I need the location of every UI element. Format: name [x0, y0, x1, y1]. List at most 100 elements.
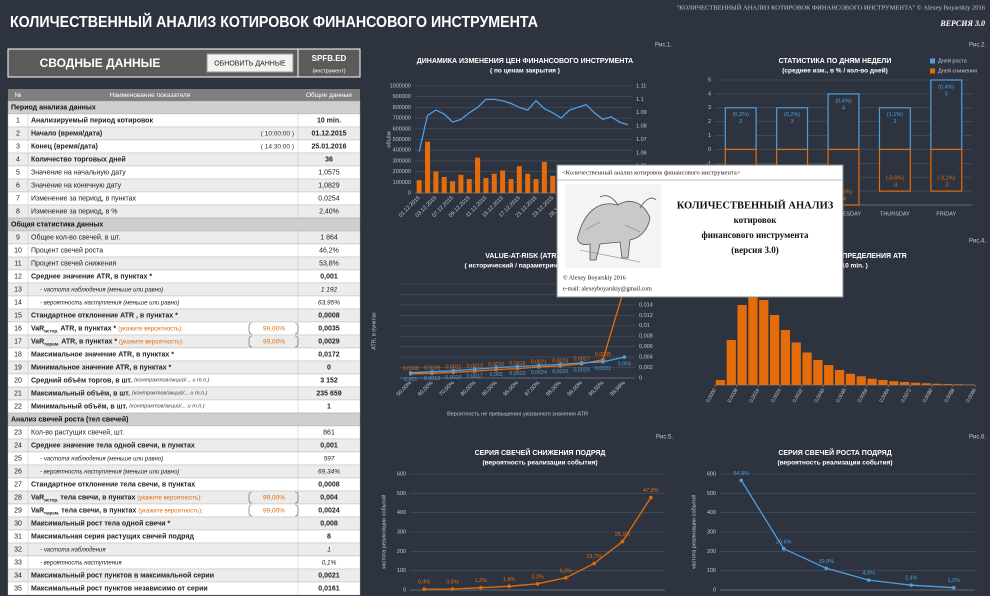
histogram-bar: [834, 370, 845, 385]
bar-value-label: 3: [791, 119, 794, 125]
column-header: Общие данные: [306, 91, 352, 99]
histogram-bar: [759, 300, 769, 385]
bracket: [248, 491, 299, 504]
bar: [930, 148, 963, 192]
row-number: 19: [14, 365, 22, 372]
histogram-bar: [899, 382, 910, 385]
y-tick-label: 400000: [393, 148, 411, 154]
bar: [930, 79, 963, 151]
row-label: - вероятность наступления (меньше или ра…: [40, 300, 179, 306]
histogram-bar: [921, 383, 931, 385]
row-value: 63,95%: [318, 299, 340, 306]
histogram-bar: [943, 384, 953, 385]
row-number: 26: [14, 469, 22, 476]
point: [592, 561, 596, 566]
y-tick-label: 200000: [393, 169, 411, 175]
histogram-bar: [889, 381, 899, 385]
row-value: 2,40%: [319, 209, 339, 216]
data-label: 0,002: [490, 372, 503, 378]
label-text: Средний объём торгов, в шт.: [31, 377, 132, 385]
volume-bar: [508, 179, 514, 193]
y-tick-label: 0: [713, 587, 716, 593]
row-value: 69,34%: [318, 468, 340, 475]
row-label: Начало (время/дата): [31, 131, 102, 138]
y-tick-label: 400: [707, 510, 716, 516]
row-number: 14: [14, 300, 22, 307]
time-cell: ( 10:00:00 ): [261, 130, 294, 137]
legend-swatch: [930, 68, 935, 74]
row-value: 46,2%: [319, 248, 339, 255]
instrument-note: (инструмент): [312, 68, 345, 74]
volume-bar: [500, 170, 506, 193]
legend-swatch: [930, 58, 935, 64]
y-tick-label: 4: [708, 91, 711, 97]
histogram-bar: [780, 330, 791, 385]
copyright: "КОЛИЧЕСТВЕННЫЙ АНАЛИЗ КОТИРОВОК ФИНАНСО…: [677, 3, 986, 11]
row-number: 24: [14, 443, 22, 450]
row-value: 1: [327, 404, 331, 411]
row-label: Стандартное отклонение ATR , в пунктах *: [31, 313, 178, 320]
row-value: 1,0829: [318, 183, 340, 190]
data-label: 0,0014: [445, 375, 461, 381]
data-label: 0,004: [618, 362, 631, 368]
label-note: (укажите вероятность):: [138, 508, 203, 514]
data-label: 0,0031: [595, 366, 611, 372]
point: [558, 362, 563, 367]
bar: [724, 107, 757, 151]
y-tick-label: 0,002: [639, 365, 653, 371]
row-value: 0,0029: [318, 339, 340, 346]
histogram-bar: [824, 365, 834, 385]
y-tick-label: 300: [397, 529, 406, 535]
y-tick-label: 100: [707, 568, 716, 574]
row-number: 32: [14, 547, 22, 554]
legend-label: Дней снижения: [938, 67, 977, 74]
row-number: 12: [14, 274, 22, 281]
volume-bar: [425, 141, 431, 193]
row-number: 6: [16, 183, 20, 190]
label-text: - вероятность наступления (меньше или ра…: [40, 300, 179, 306]
histogram-bar: [845, 373, 856, 385]
bar-value-label: 5: [945, 91, 948, 97]
label-text: - частота наблюдения: [40, 547, 106, 553]
refresh-button[interactable]: [206, 53, 294, 73]
column-header: Наименование показателя: [110, 92, 191, 99]
row-label: - вероятность наступления: [40, 560, 122, 566]
volume-bar: [441, 176, 447, 193]
label-text: Минимальное значение ATR, в пунктах *: [31, 365, 172, 372]
label-text: Конец (время/дата): [31, 144, 98, 151]
label-text: Процент свечей роста: [31, 247, 103, 255]
label-text: Начало (время/дата): [31, 131, 102, 138]
row-number: 10: [14, 248, 22, 255]
row-label: Максимальный рост пунктов в максимальной…: [31, 572, 214, 580]
row-value: 861: [323, 430, 335, 437]
data-label: 0,0027: [573, 356, 589, 362]
label-text: Количество торговых дней: [31, 156, 126, 164]
y-tick-label: 100: [397, 568, 406, 574]
y2-tick-label: 1.07: [636, 137, 647, 143]
bull-body: [577, 201, 651, 261]
row-number: 15: [14, 313, 22, 320]
figure-label: Рис.4.: [969, 239, 986, 245]
refresh-button-label[interactable]: ОБНОВИТЬ ДАННЫЕ: [214, 60, 286, 67]
data-label: 25,1%: [615, 532, 631, 538]
y-tick-label: 0: [639, 375, 642, 381]
histogram-bar: [932, 383, 942, 385]
label-subscript: парам.: [44, 341, 59, 346]
volume-bar: [475, 157, 481, 193]
figure-label: Рис.1.: [655, 43, 672, 49]
label-text: - частота наблюдения (меньше или равно): [40, 456, 163, 462]
data-label: 13,7%: [586, 554, 602, 560]
data-label: 0,0012: [424, 376, 440, 382]
row-number: 25: [14, 456, 22, 463]
point: [601, 360, 605, 364]
data-label: 4,9%: [862, 571, 875, 577]
chart-subtitle: ( по ценам закрытия ): [490, 68, 560, 75]
data-label: 0,0029: [573, 367, 589, 373]
bar-annotation: (1,1%): [887, 112, 903, 118]
data-label: 0,0011: [446, 365, 462, 371]
data-label: 0,0018: [509, 361, 525, 367]
about-dialog: <Количественный анализ котировок финансо…: [556, 164, 844, 298]
y-tick-label: 1: [708, 133, 711, 139]
point: [620, 539, 625, 544]
